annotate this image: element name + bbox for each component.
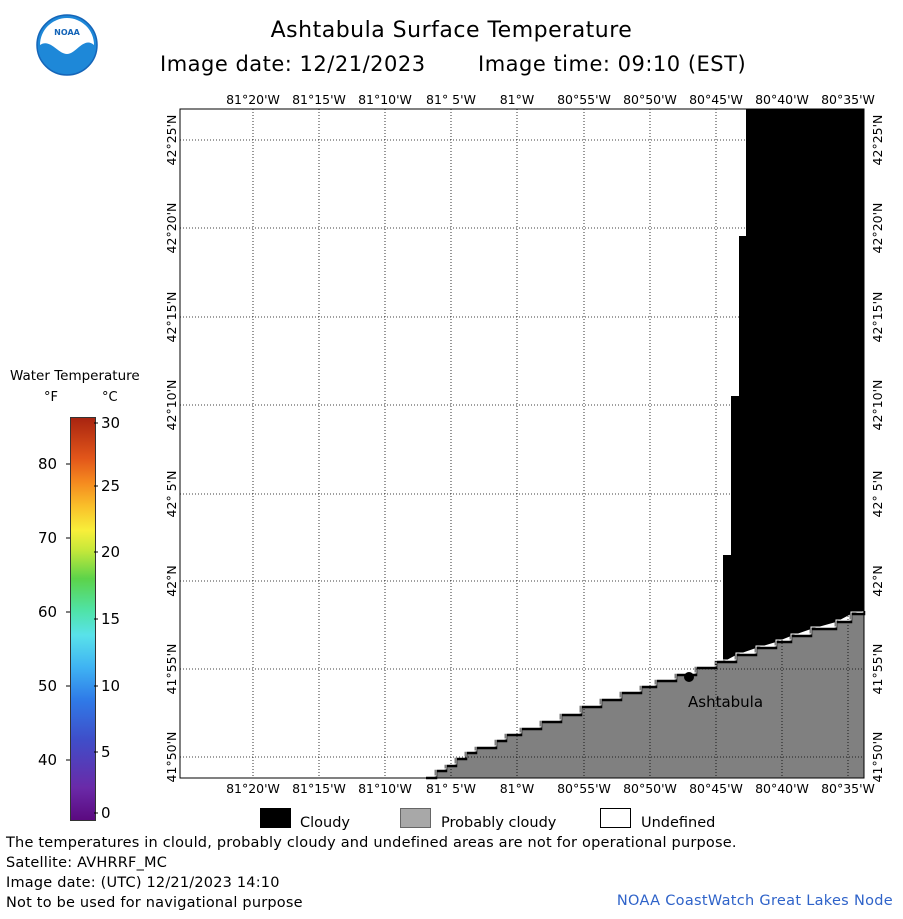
- latitude-label-right: 42°N: [870, 565, 885, 597]
- longitude-label-bottom: 81°10'W: [358, 781, 412, 796]
- footer-navigation-warning: Not to be used for navigational purpose: [6, 895, 303, 911]
- footer-satellite: Satellite: AVHRRF_MC: [6, 855, 168, 871]
- latitude-label-right: 42°15'N: [870, 292, 885, 343]
- longitude-label-top: 80°50'W: [623, 92, 677, 107]
- land-probably-cloudy-area: [426, 611, 864, 778]
- color-scale-ticks: [66, 422, 98, 814]
- latitude-label-left: 42°20'N: [164, 203, 179, 254]
- image-time-label: Image time: 09:10 (EST): [478, 52, 747, 76]
- latitude-label-right: 42°10'N: [870, 380, 885, 431]
- undefined-legend-label: Undefined: [641, 815, 716, 831]
- celsius-tick-label: 15: [101, 610, 121, 628]
- latitude-label-right: 41°55'N: [870, 644, 885, 695]
- noaa-logo-text: NOAA: [54, 28, 80, 37]
- celsius-tick-label: 5: [101, 743, 111, 761]
- latitude-label-right: 41°50'N: [870, 732, 885, 783]
- latitude-label-left: 42°10'N: [164, 380, 179, 431]
- longitude-label-bottom: 81°20'W: [226, 781, 280, 796]
- longitude-label-bottom: 81°15'W: [292, 781, 346, 796]
- longitude-label-top: 81°20'W: [226, 92, 280, 107]
- fahrenheit-tick-label: 80: [38, 455, 58, 473]
- noaa-logo: NOAA: [36, 14, 98, 76]
- latitude-label-left: 41°55'N: [164, 644, 179, 695]
- longitude-label-bottom: 80°45'W: [689, 781, 743, 796]
- fahrenheit-tick-label: 60: [38, 603, 58, 621]
- latitude-label-right: 42°25'N: [870, 115, 885, 166]
- cloudy-legend-label: Cloudy: [300, 815, 350, 831]
- longitude-label-bottom: 81°W: [500, 781, 535, 796]
- longitude-label-top: 80°35'W: [821, 92, 875, 107]
- unit-f-label: °F: [44, 390, 58, 405]
- longitude-label-top: 81°W: [500, 92, 535, 107]
- longitude-label-top: 80°40'W: [755, 92, 809, 107]
- unit-c-label: °C: [102, 390, 118, 405]
- shoreline-highlight: [426, 609, 865, 777]
- longitude-label-top: 80°55'W: [557, 92, 611, 107]
- longitude-label-top: 81° 5'W: [426, 92, 476, 107]
- celsius-tick-label: 0: [101, 804, 111, 822]
- latitude-label-left: 42°25'N: [164, 115, 179, 166]
- color-scale-title: Water Temperature: [10, 368, 140, 384]
- latitude-label-right: 42°20'N: [870, 203, 885, 254]
- celsius-tick-label: 30: [101, 414, 121, 432]
- map-frame: [179, 108, 865, 779]
- longitude-label-bottom: 81° 5'W: [426, 781, 476, 796]
- longitude-label-top: 80°45'W: [689, 92, 743, 107]
- page-title: Ashtabula Surface Temperature: [270, 18, 633, 43]
- latitude-label-left: 41°50'N: [164, 732, 179, 783]
- image-date-label: Image date: 12/21/2023: [160, 52, 426, 76]
- probably-cloudy-swatch: [400, 808, 431, 828]
- probably-cloudy-legend-label: Probably cloudy: [441, 815, 557, 831]
- credit-link[interactable]: NOAA CoastWatch Great Lakes Node: [616, 893, 893, 909]
- footer-image-date: Image date: (UTC) 12/21/2023 14:10: [6, 875, 280, 891]
- longitude-label-bottom: 80°40'W: [755, 781, 809, 796]
- longitude-label-top: 81°10'W: [358, 92, 412, 107]
- latitude-label-left: 42° 5'N: [164, 471, 179, 518]
- cloudy-area: [723, 109, 864, 662]
- longitude-label-top: 81°15'W: [292, 92, 346, 107]
- celsius-tick-label: 10: [101, 677, 121, 695]
- fahrenheit-tick-label: 50: [38, 677, 58, 695]
- fahrenheit-tick-label: 70: [38, 529, 58, 547]
- footer-disclaimer: The temperatures in clould, probably clo…: [6, 835, 737, 851]
- latitude-label-left: 42°15'N: [164, 292, 179, 343]
- longitude-label-bottom: 80°55'W: [557, 781, 611, 796]
- longitude-label-bottom: 80°50'W: [623, 781, 677, 796]
- longitude-label-bottom: 80°35'W: [821, 781, 875, 796]
- ashtabula-marker: [684, 672, 694, 682]
- ashtabula-label: Ashtabula: [688, 693, 763, 711]
- fahrenheit-tick-label: 40: [38, 751, 58, 769]
- celsius-tick-label: 20: [101, 543, 121, 561]
- cloudy-swatch: [260, 808, 291, 828]
- undefined-swatch: [600, 808, 631, 828]
- celsius-tick-label: 25: [101, 477, 121, 495]
- latitude-label-right: 42° 5'N: [870, 471, 885, 518]
- latitude-label-left: 42°N: [164, 565, 179, 597]
